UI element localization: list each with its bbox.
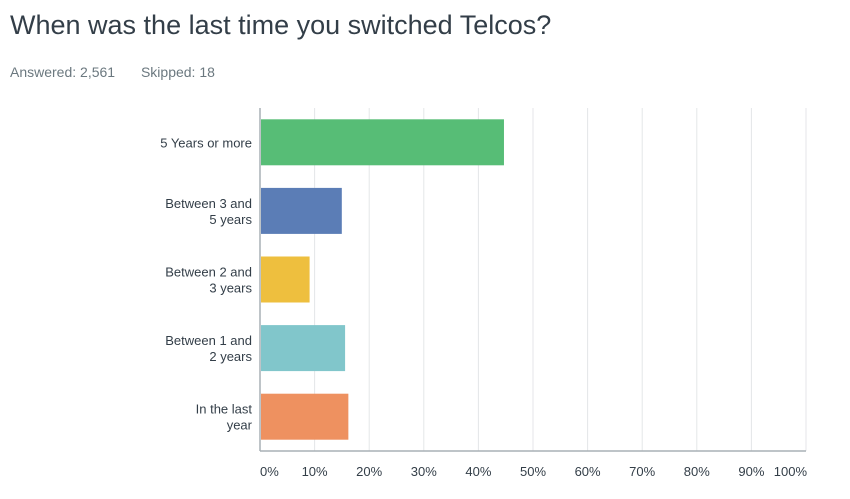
x-tick-label: 20% (356, 464, 382, 479)
response-stats: Answered: 2,561 Skipped: 18 (10, 64, 237, 80)
bar (261, 393, 349, 440)
question-title: When was the last time you switched Telc… (10, 10, 552, 40)
bar (261, 256, 310, 303)
bars (261, 119, 504, 440)
category-label: In the last (196, 402, 253, 417)
skipped-count: Skipped: 18 (140, 64, 215, 80)
answered-count: Answered: 2,561 (10, 64, 116, 80)
x-tick-label: 30% (411, 464, 437, 479)
category-label: Between 2 and (165, 265, 252, 280)
x-axis-ticks: 0% 10% 20% 30% 40% 50% 60% 70% 80% 90% 100% (260, 464, 807, 479)
bar (261, 119, 504, 166)
x-tick-label: 0% (260, 464, 279, 479)
x-tick-label: 60% (575, 464, 601, 479)
category-label: 2 years (209, 349, 252, 364)
x-tick-label: 40% (465, 464, 491, 479)
category-label: year (227, 418, 253, 433)
category-label: Between 3 and (165, 196, 252, 211)
category-label: Between 1 and (165, 333, 252, 348)
x-tick-label: 10% (302, 464, 328, 479)
x-tick-label: 50% (520, 464, 546, 479)
bar (261, 187, 342, 234)
bar (261, 325, 346, 372)
category-label: 5 years (209, 212, 252, 227)
x-tick-label: 90% (738, 464, 764, 479)
category-label: 3 years (209, 281, 252, 296)
x-tick-label: 100% (774, 464, 808, 479)
category-label: 5 Years or more (160, 135, 252, 150)
x-tick-label: 80% (684, 464, 710, 479)
x-tick-label: 70% (629, 464, 655, 479)
